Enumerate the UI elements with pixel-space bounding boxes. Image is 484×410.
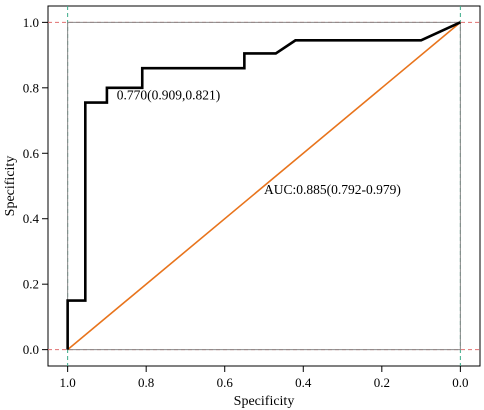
x-tick-label: 0.8 [138,375,154,390]
x-tick-label: 0.0 [452,375,468,390]
x-tick-label: 0.4 [295,375,312,390]
plot-frame [47,5,481,367]
y-tick-label: 1.0 [23,15,39,30]
y-tick-label: 0.0 [23,342,39,357]
roc-curve [66,21,461,350]
x-axis-ticks: 1.0 0.8 0.6 0.4 0.2 0.0 [60,366,468,390]
y-tick-label: 0.4 [23,211,40,226]
auc-annotation: AUC:0.885(0.792-0.979) [264,182,401,197]
cutoff-annotation: 0.770(0.909,0.821) [117,87,220,102]
diagonal-line [67,21,461,351]
x-tick-label: 1.0 [60,375,76,390]
series-group [66,21,461,351]
annotations: 0.770(0.909,0.821) AUC:0.885(0.792-0.979) [117,87,401,197]
unit-box [67,21,461,351]
unit-box-rect [67,21,461,351]
x-axis-label: Specificity [234,394,295,409]
x-tick-label: 0.2 [374,375,390,390]
x-tick-label: 0.6 [217,375,234,390]
y-tick-label: 0.6 [23,146,40,161]
y-axis-ticks: 0.0 0.2 0.4 0.6 0.8 1.0 [23,15,48,357]
y-tick-label: 0.8 [23,80,39,95]
y-tick-label: 0.2 [23,277,39,292]
y-axis-label: Specificity [3,156,18,217]
